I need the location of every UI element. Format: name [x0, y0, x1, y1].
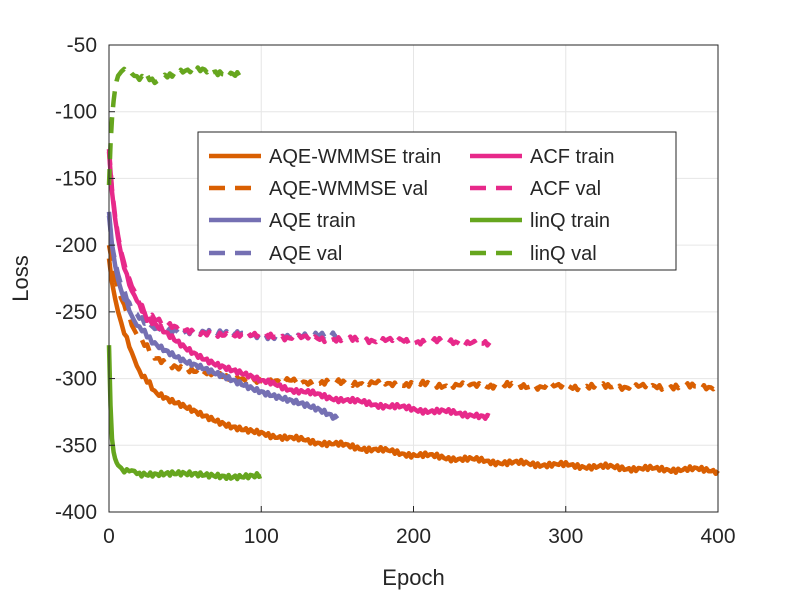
x-tick-label: 0: [103, 525, 115, 548]
legend-label: AQE val: [269, 243, 342, 265]
x-tick-label: 300: [548, 525, 583, 548]
y-tick-label: -300: [55, 368, 97, 391]
legend-label: ACF val: [530, 178, 601, 200]
x-tick-label: 200: [396, 525, 431, 548]
legend: AQE-WMMSE train AQE-WMMSE val AQE train AQE…: [197, 131, 677, 271]
y-tick-label: -400: [55, 501, 97, 524]
y-tick-label: -50: [67, 34, 97, 57]
legend-label: linQ train: [530, 210, 610, 232]
y-tick-label: -200: [55, 234, 97, 257]
series-line-acf-val: [106, 148, 492, 348]
x-axis-label: Epoch: [382, 565, 444, 590]
series-group: [106, 65, 720, 482]
axis-ticks: 0 100 200 300 400 -50 -100 -150 -200 -250 -300 -350…: [55, 34, 736, 548]
legend-label: ACF train: [530, 146, 614, 168]
y-tick-label: -250: [55, 301, 97, 324]
series-line-linq-train: [106, 345, 263, 482]
y-tick-label: -100: [55, 101, 97, 124]
legend-label: AQE-WMMSE val: [269, 178, 428, 200]
y-axis-label: Loss: [8, 255, 33, 301]
y-tick-label: -150: [55, 167, 97, 190]
series-line-aqe-train: [106, 211, 340, 421]
y-tick-label: -350: [55, 434, 97, 457]
series-line-acf-train: [106, 151, 491, 421]
legend-label: linQ val: [530, 243, 597, 265]
legend-label: AQE-WMMSE train: [269, 146, 441, 168]
legend-label: AQE train: [269, 210, 356, 232]
series-line-aqe-wmmse-train: [106, 258, 720, 477]
x-tick-label: 400: [700, 525, 735, 548]
legend-box: [197, 131, 677, 271]
x-tick-label: 100: [244, 525, 279, 548]
